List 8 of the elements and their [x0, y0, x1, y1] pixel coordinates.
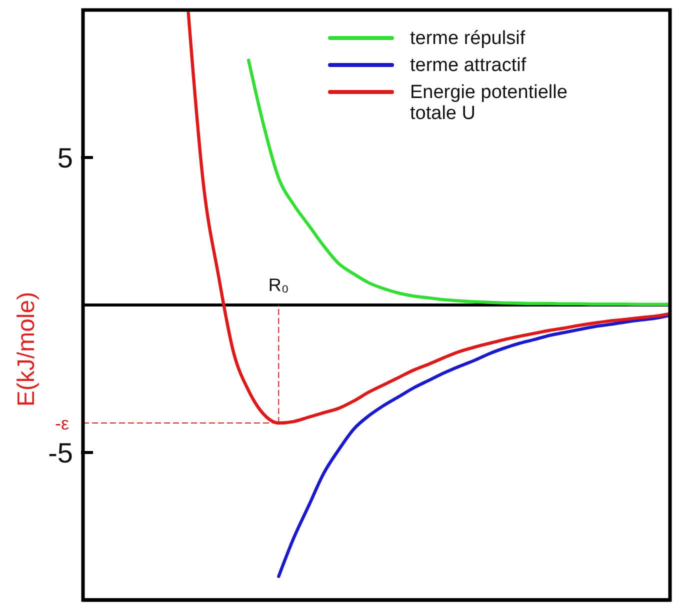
legend-label: terme répulsif [410, 28, 526, 49]
annotation: R₀ [268, 275, 289, 295]
legend-label: terme attractif [410, 55, 527, 76]
legend-label: Energie potentielle totale U [410, 82, 568, 124]
y-axis-title: E(kJ/mole) [13, 292, 40, 407]
y-tick-label: 5 [57, 142, 73, 174]
y-tick-label: -5 [48, 437, 73, 468]
ref-line-label: -ε [54, 413, 69, 434]
